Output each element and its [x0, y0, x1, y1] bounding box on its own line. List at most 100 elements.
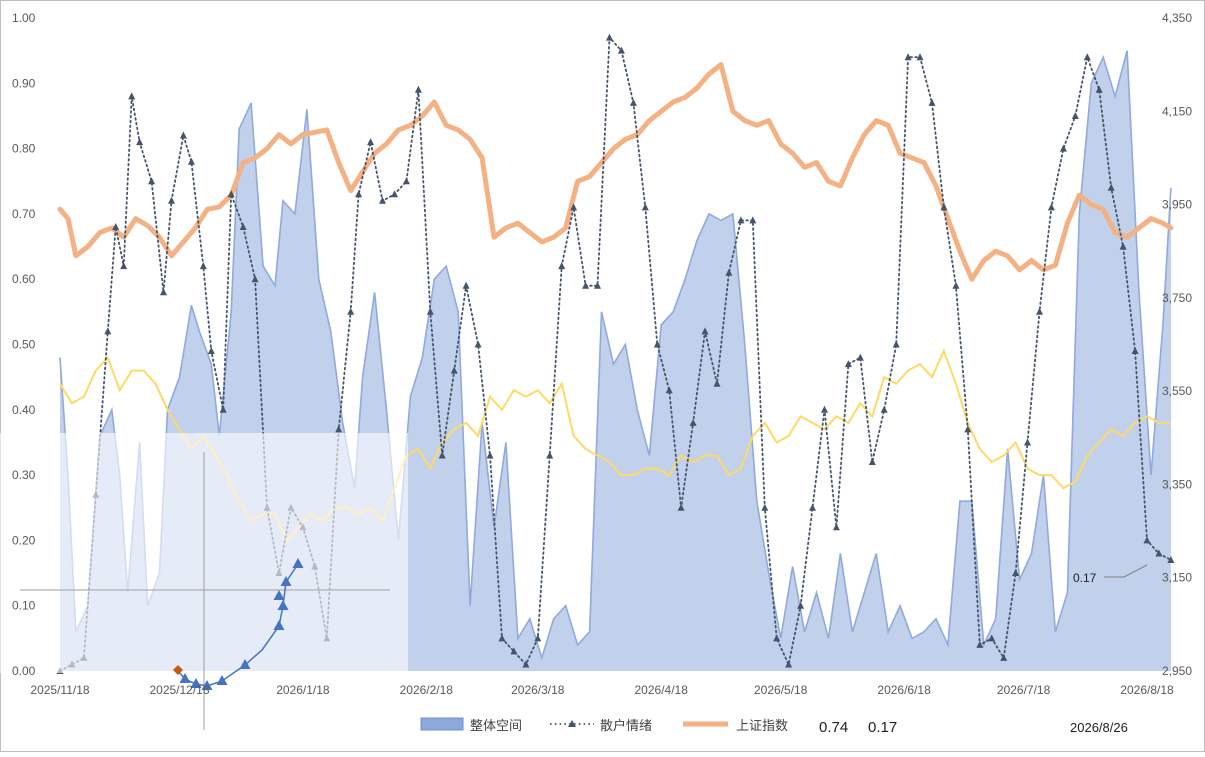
right-tick-label: 4,350 — [1162, 11, 1192, 25]
legend-marker-dots — [568, 720, 576, 727]
legend-swatch-area — [420, 717, 464, 731]
sentiment-point-56 — [689, 418, 697, 426]
sentiment-point-6 — [120, 262, 128, 270]
left-tick-label: 1.00 — [12, 11, 36, 25]
sentiment-point-9 — [148, 177, 156, 185]
sentiment-point-64 — [785, 660, 793, 668]
inset-marker-0 — [179, 673, 191, 683]
right-tick-label: 3,750 — [1162, 291, 1192, 305]
sentiment-point-83 — [1012, 569, 1020, 576]
index-line — [57, 62, 1174, 282]
sentiment-point-5 — [112, 223, 120, 230]
inset-marker-9 — [292, 558, 304, 568]
sentiment-point-40 — [498, 634, 506, 642]
sentiment-point-11 — [168, 196, 175, 204]
sentiment-point-85 — [1036, 307, 1043, 315]
left-tick-label: 0.30 — [12, 468, 36, 482]
sentiment-point-96 — [1167, 556, 1175, 563]
sentiment-point-53 — [653, 340, 661, 348]
left-tick-label: 0.20 — [12, 533, 36, 547]
left-tick-label: 0.40 — [12, 403, 36, 417]
sentiment-point-36 — [450, 366, 458, 374]
sentiment-point-57 — [701, 327, 709, 335]
sentiment-point-95 — [1155, 549, 1163, 557]
sentiment-point-65 — [797, 601, 805, 609]
date-label: 2026/8/26 — [1070, 720, 1128, 735]
legend: 整体空间 散户情绪 上证指数 0.74 0.17 2026/8/26 — [420, 717, 1128, 736]
sentiment-point-71 — [868, 458, 876, 465]
sentiment-point-14 — [199, 262, 207, 270]
sentiment-point-47 — [582, 281, 590, 289]
x-tick-label: 2026/7/18 — [997, 683, 1051, 697]
index-series — [57, 62, 1174, 282]
sentiment-point-4 — [104, 327, 112, 335]
sentiment-point-43 — [534, 634, 542, 642]
legend-label-dots: 散户情绪 — [600, 718, 652, 733]
inset-marker-3 — [216, 675, 228, 685]
x-axis: 2025/11/18 2025/12/18 2026/1/18 2026/2/18 20… — [30, 683, 1174, 697]
sentiment-point-48 — [594, 281, 601, 289]
x-tick-label: 2026/6/18 — [877, 683, 931, 697]
legend-label-index: 上证指数 — [736, 718, 788, 733]
inset-marker-7 — [273, 590, 285, 600]
left-tick-label: 0.60 — [12, 272, 36, 286]
sentiment-point-35 — [438, 451, 446, 459]
sentiment-point-63 — [773, 634, 781, 642]
sentiment-point-77 — [940, 203, 948, 211]
right-tick-label: 3,550 — [1162, 384, 1192, 398]
sentiment-point-8 — [136, 138, 144, 146]
x-tick-label: 2026/4/18 — [635, 683, 689, 697]
right-tick-label: 2,950 — [1162, 664, 1192, 678]
sentiment-point-72 — [880, 405, 888, 413]
sentiment-point-88 — [1071, 112, 1079, 119]
sentiment-point-55 — [677, 503, 685, 511]
sentiment-point-32 — [402, 177, 410, 185]
sentiment-point-70 — [856, 353, 864, 361]
inset-overlay — [0, 433, 408, 730]
sentiment-point-37 — [462, 281, 470, 289]
sentiment-point-54 — [665, 386, 673, 394]
sentiment-point-41 — [510, 647, 518, 655]
x-tick-label: 2026/5/18 — [754, 683, 808, 697]
sentiment-point-60 — [737, 216, 745, 224]
sentiment-point-82 — [1000, 653, 1008, 661]
sentiment-point-29 — [367, 138, 375, 146]
sentiment-point-33 — [414, 85, 422, 93]
x-tick-label: 2026/2/18 — [400, 683, 454, 697]
inset-marker-diamond — [173, 665, 183, 675]
sentiment-point-51 — [629, 98, 637, 106]
sentiment-point-61 — [749, 216, 757, 224]
sentiment-point-50 — [617, 46, 625, 54]
sentiment-point-16 — [219, 405, 227, 413]
left-tick-label: 0.70 — [12, 207, 36, 221]
sentiment-point-87 — [1059, 144, 1067, 152]
sentiment-point-7 — [128, 92, 136, 100]
sentiment-point-67 — [821, 405, 828, 413]
left-tick-label: 0.80 — [12, 142, 36, 156]
area-outline — [59, 50, 1172, 661]
sentiment-point-94 — [1143, 536, 1151, 544]
sentiment-point-76 — [928, 98, 936, 106]
sentiment-point-19 — [251, 275, 259, 283]
sentiment-point-49 — [606, 33, 613, 41]
x-tick-label: 2026/3/18 — [511, 683, 565, 697]
sentiment-point-10 — [160, 288, 167, 296]
sentiment-point-45 — [558, 262, 566, 270]
sentiment-point-92 — [1119, 242, 1127, 250]
right-tick-label: 3,350 — [1162, 477, 1192, 491]
sentiment-point-26 — [335, 425, 343, 433]
sentiment-point-31 — [391, 190, 398, 198]
sentiment-point-30 — [379, 196, 386, 204]
sentiment-point-84 — [1024, 438, 1031, 446]
sentiment-point-39 — [486, 451, 494, 459]
sentiment-point-38 — [474, 340, 482, 348]
left-tick-label: 0.00 — [12, 664, 36, 678]
sentiment-point-34 — [426, 307, 434, 315]
sentiment-point-42 — [522, 660, 530, 668]
sentiment-point-62 — [761, 503, 769, 511]
sentiment-point-91 — [1107, 183, 1115, 191]
sentiment-point-46 — [570, 203, 578, 211]
sentiment-point-80 — [976, 640, 984, 648]
sentiment-point-58 — [713, 379, 721, 387]
